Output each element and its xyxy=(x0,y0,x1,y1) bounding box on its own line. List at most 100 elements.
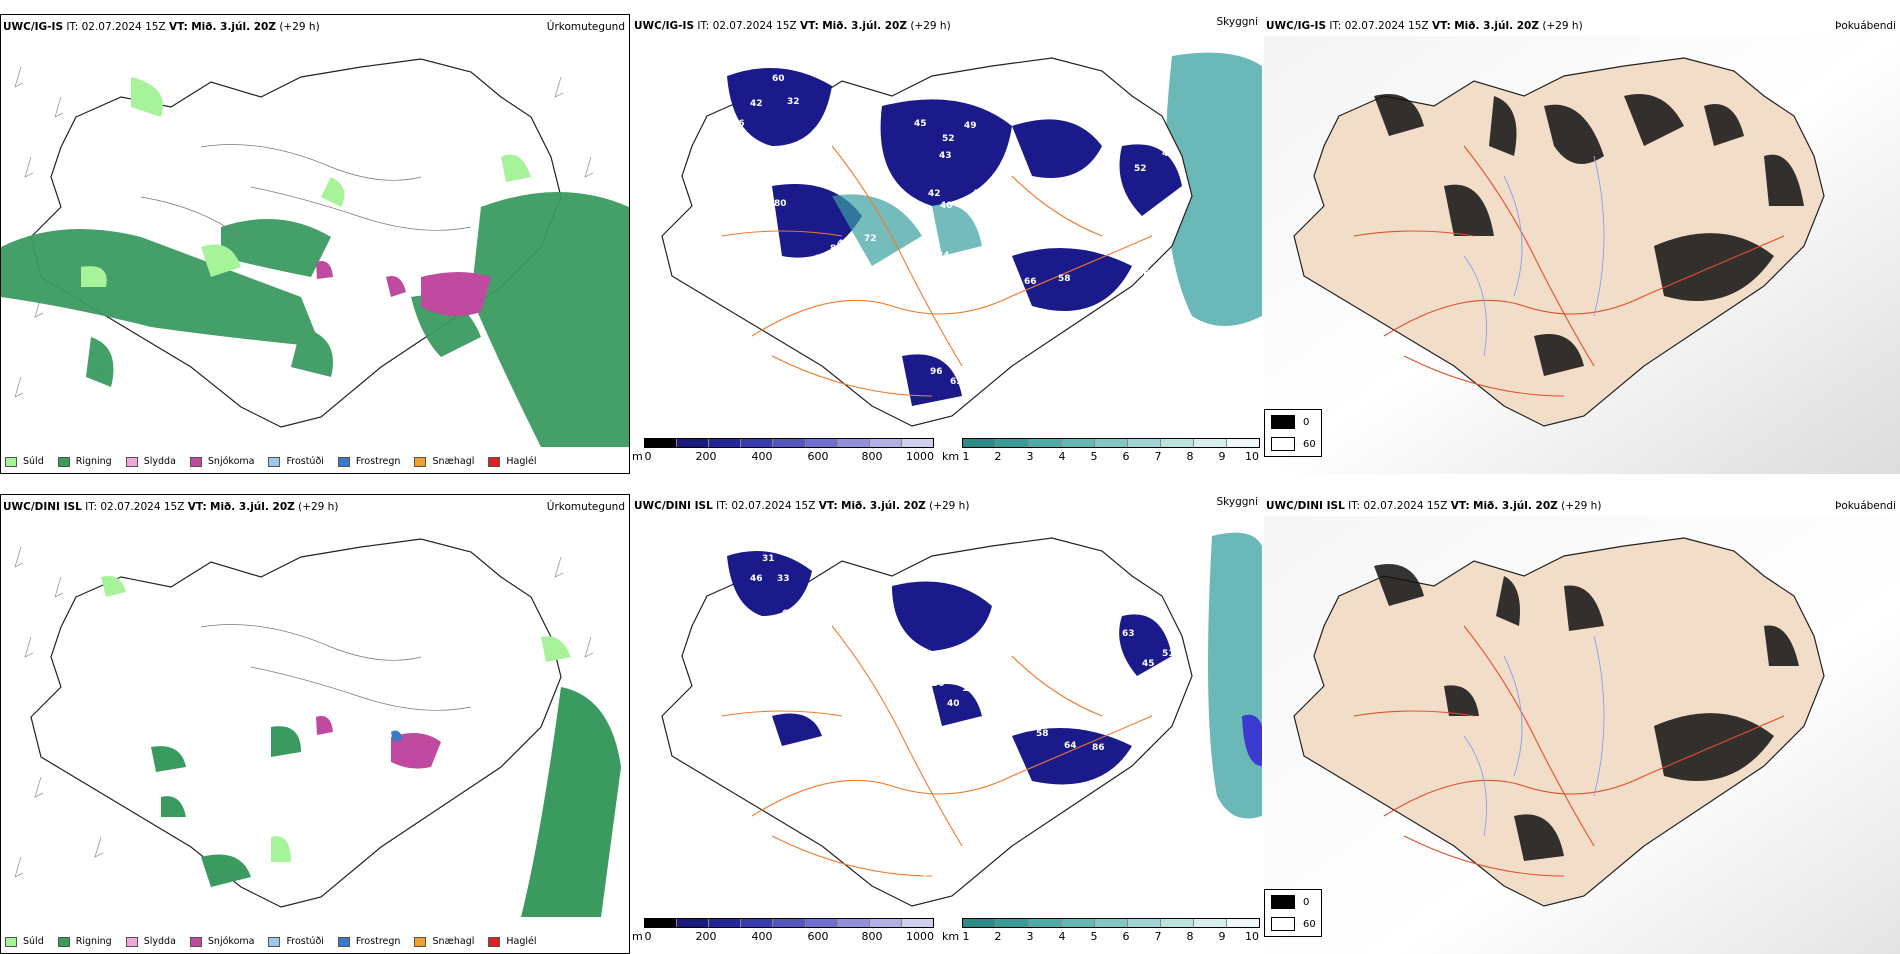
visibility-colorbar: km 1 2 3 4 5 6 7 8 9 10 xyxy=(942,918,1262,948)
cloud-base-label: 63 xyxy=(1122,629,1135,639)
roads xyxy=(1353,625,1785,877)
fog-areas xyxy=(1374,564,1799,861)
fog-panel-row2: UWC/DINI ISL IT: 02.07.2024 15Z VT: Mið.… xyxy=(1264,494,1900,954)
cloud-base-label: 43 xyxy=(939,151,952,161)
panel-header: UWC/IG-IS IT: 02.07.2024 15Z VT: Mið. 3.… xyxy=(634,20,951,32)
cloud-base-label: 58 xyxy=(1036,729,1049,739)
clouds-panel-row1: UWC/IG-IS IT: 02.07.2024 15Z VT: Mið. 3.… xyxy=(632,14,1262,474)
cloud-base-label: 68 xyxy=(1142,289,1155,299)
panel-header: UWC/IG-IS IT: 02.07.2024 15Z VT: Mið. 3.… xyxy=(3,21,320,33)
legend-item: Frostúði xyxy=(268,936,324,947)
cloud-base-label: 46 xyxy=(882,259,895,269)
fog-legend: 0 60 xyxy=(1264,889,1322,937)
cloud-base-label: 88 xyxy=(830,244,843,254)
drizzle-areas xyxy=(81,77,531,287)
clouds-panel-row2: UWC/DINI ISL IT: 02.07.2024 15Z VT: Mið.… xyxy=(632,494,1262,954)
legend-item: Slydda xyxy=(125,936,176,947)
legend-item: Haglél xyxy=(488,456,537,467)
roads xyxy=(1353,145,1785,397)
rain-areas xyxy=(151,687,621,917)
precip-legend: Súld Rigning Slydda Snjókoma Frostúði Fr… xyxy=(5,456,551,467)
roads xyxy=(721,145,1153,397)
cloud-base-label: 04 xyxy=(1110,179,1123,189)
cloud-base-label: 64 xyxy=(1064,741,1077,751)
cloud-base-label: 94 xyxy=(844,259,857,269)
cloud-base-label: 62 xyxy=(782,609,795,619)
legend-item: Snæhagl xyxy=(414,456,474,467)
precip-map xyxy=(14,538,621,917)
cloud-base-label: 49 xyxy=(964,121,977,131)
legend-item: Súld xyxy=(5,936,44,947)
legend-item: Frostregn xyxy=(337,456,400,467)
cloud-base-label: 80 xyxy=(774,199,787,209)
cloud-base-label: 62 xyxy=(814,254,827,264)
cloud-base-label: 60 xyxy=(1006,726,1019,736)
precip-map xyxy=(1,58,629,447)
freezing-rain-areas xyxy=(391,730,403,742)
fog-areas xyxy=(1374,94,1804,376)
fog-legend: 0 60 xyxy=(1264,409,1322,457)
precip-panel-row2: UWC/DINI ISL IT: 02.07.2024 15Z VT: Mið.… xyxy=(0,494,630,954)
precip-legend: Súld Rigning Slydda Snjókoma Frostúði Fr… xyxy=(5,936,551,947)
legend-item: Frostregn xyxy=(337,936,400,947)
cloud-base-label: 46 xyxy=(1137,269,1150,279)
iceland-outline xyxy=(661,537,1193,907)
legend-item: Rigning xyxy=(57,456,112,467)
panel-header: UWC/DINI ISL IT: 02.07.2024 15Z VT: Mið.… xyxy=(3,501,339,513)
legend-item: Snjókoma xyxy=(189,456,254,467)
cloud-base-label: 40 xyxy=(947,699,960,709)
cloud-base-label: 45 xyxy=(810,129,823,139)
terrain-contours xyxy=(200,624,472,711)
cloud-base-label: 45 xyxy=(1142,659,1155,669)
cloud-base-label: 56 xyxy=(732,119,745,129)
panel-title: Skyggni xyxy=(1216,16,1259,28)
cloud-base-label: 52 xyxy=(930,569,943,579)
cloud-base-colorbar: m 0 200 400 600 800 1000 xyxy=(632,438,934,468)
roads xyxy=(721,625,1153,877)
snow-areas xyxy=(316,261,491,316)
panel-title: Þokuábendi xyxy=(1835,20,1896,32)
panel-header: UWC/DINI ISL IT: 02.07.2024 15Z VT: Mið.… xyxy=(1266,500,1602,512)
cloud-base-label: 98 xyxy=(988,227,1001,237)
cloud-base-label: 45 xyxy=(824,741,837,751)
cloud-base-label: 50 xyxy=(932,679,945,689)
legend-item: Slydda xyxy=(125,456,176,467)
cloud-base-label: 77 xyxy=(1124,209,1137,219)
cloud-base-label: 72 xyxy=(864,234,877,244)
panel-header: UWC/DINI ISL IT: 02.07.2024 15Z VT: Mið.… xyxy=(634,500,970,512)
fog-map xyxy=(1264,36,1900,474)
cloud-base-label: 183 xyxy=(962,684,981,694)
panel-title: Skyggni xyxy=(1216,496,1259,508)
cloud-base-label: 52 xyxy=(1134,164,1147,174)
cloud-base-label: 32 xyxy=(787,97,800,107)
panel-header: UWC/IG-IS IT: 02.07.2024 15Z VT: Mið. 3.… xyxy=(1266,20,1583,32)
cloud-base-label: 44 xyxy=(972,189,985,199)
cloud-base-label: 31 xyxy=(762,554,775,564)
iceland-outline xyxy=(1293,57,1825,427)
cloud-base-label: 42 xyxy=(946,404,959,414)
cloud-base-label: 8 xyxy=(922,869,928,879)
legend-item: Snæhagl xyxy=(414,936,474,947)
legend-item: Haglél xyxy=(488,936,537,947)
visibility-colorbar: km 1 2 3 4 5 6 7 8 9 10 xyxy=(942,438,1262,468)
low-cloud-areas xyxy=(727,551,1172,785)
cloud-base-colorbar: m 0 200 400 600 800 1000 xyxy=(632,918,934,948)
cloud-base-label: 43 xyxy=(1162,149,1175,159)
cloud-base-label: 63 xyxy=(950,377,963,387)
drizzle-areas xyxy=(101,576,571,862)
cloud-base-label: 50 xyxy=(844,731,857,741)
cloud-base-label: 33 xyxy=(777,574,790,584)
cloud-base-label: 59 xyxy=(752,159,765,169)
cloud-base-label: 34 xyxy=(937,251,950,261)
terrain-contours xyxy=(140,144,472,238)
fog-panel-row1: UWC/IG-IS IT: 02.07.2024 15Z VT: Mið. 3.… xyxy=(1264,14,1900,474)
cloud-base-label: 45 xyxy=(1144,254,1157,264)
cloud-base-label: 52 xyxy=(1162,679,1175,689)
legend-item: Rigning xyxy=(57,936,112,947)
cloud-base-label: 51 xyxy=(1162,649,1175,659)
cloud-base-label: 51 xyxy=(1104,124,1117,134)
legend-item: Snjókoma xyxy=(189,936,254,947)
cloud-base-label: 58 xyxy=(1058,274,1071,284)
cloud-base-label: 37 xyxy=(834,291,847,301)
cloud-base-label: 46 xyxy=(837,239,850,249)
